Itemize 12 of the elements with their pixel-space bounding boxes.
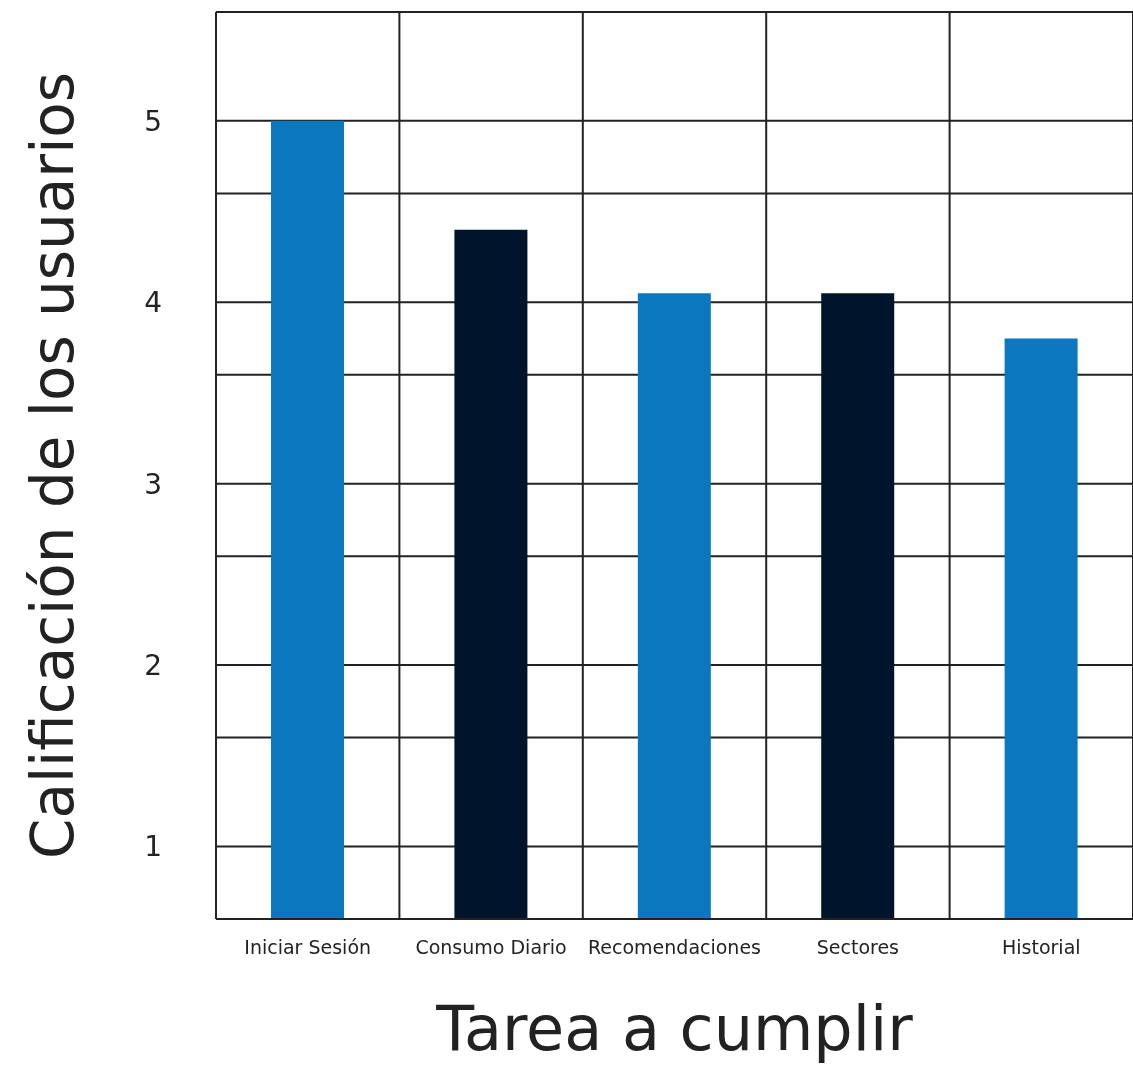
- y-tick-label: 4: [144, 286, 162, 320]
- x-tick-label: Recomendaciones: [587, 936, 762, 959]
- y-tick-label: 1: [144, 830, 162, 864]
- x-tick-label: Sectores: [816, 936, 900, 959]
- y-tick-label: 3: [144, 467, 162, 501]
- y-axis-title: Calificación de los usuarios: [18, 71, 87, 860]
- y-tick-label: 2: [144, 648, 162, 682]
- x-tick-label: Historial: [1002, 936, 1081, 959]
- x-axis-title: Tarea a cumplir: [435, 992, 914, 1065]
- x-tick-label: Iniciar Sesión: [244, 936, 372, 959]
- y-tick-label: 5: [144, 104, 162, 138]
- x-tick-label: Consumo Diario: [415, 936, 567, 959]
